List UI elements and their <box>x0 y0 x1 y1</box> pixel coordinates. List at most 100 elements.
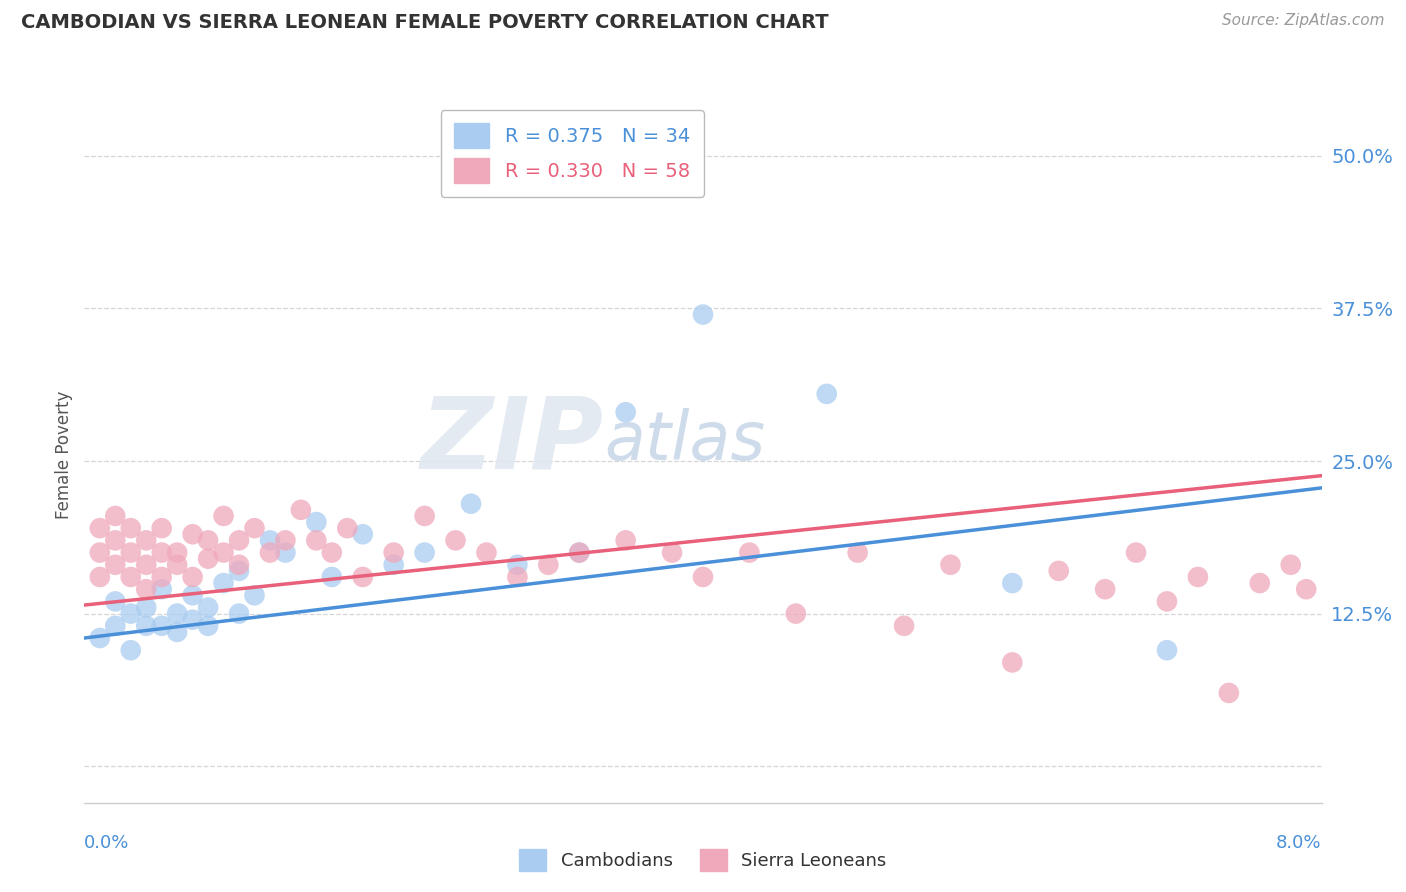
Point <box>614 405 637 419</box>
Point <box>197 533 219 548</box>
Point <box>506 558 529 572</box>
Point <box>259 545 281 559</box>
Point <box>568 545 591 559</box>
Point <box>413 508 436 523</box>
Point <box>259 533 281 548</box>
Point <box>104 533 127 548</box>
Point <box>212 576 235 591</box>
Point <box>197 619 219 633</box>
Point <box>815 387 838 401</box>
Point <box>1125 545 1147 559</box>
Point <box>692 570 714 584</box>
Point <box>89 570 111 584</box>
Point <box>197 600 219 615</box>
Point <box>228 564 250 578</box>
Point <box>150 582 173 597</box>
Point <box>120 643 142 657</box>
Point <box>135 558 157 572</box>
Point <box>1218 686 1240 700</box>
Point <box>692 308 714 322</box>
Point <box>104 619 127 633</box>
Point <box>135 582 157 597</box>
Point <box>738 545 761 559</box>
Point <box>228 533 250 548</box>
Point <box>413 545 436 559</box>
Point <box>135 600 157 615</box>
Point <box>305 533 328 548</box>
Point <box>120 570 142 584</box>
Point <box>1094 582 1116 597</box>
Point <box>212 545 235 559</box>
Point <box>243 521 266 535</box>
Point <box>336 521 359 535</box>
Point <box>382 545 405 559</box>
Point <box>1187 570 1209 584</box>
Point <box>120 607 142 621</box>
Point <box>1156 643 1178 657</box>
Point <box>352 527 374 541</box>
Point <box>150 545 173 559</box>
Point <box>135 533 157 548</box>
Point <box>135 619 157 633</box>
Point <box>1295 582 1317 597</box>
Point <box>197 551 219 566</box>
Point <box>228 607 250 621</box>
Point <box>89 545 111 559</box>
Point <box>1001 576 1024 591</box>
Point <box>120 545 142 559</box>
Text: Source: ZipAtlas.com: Source: ZipAtlas.com <box>1222 13 1385 29</box>
Point <box>104 508 127 523</box>
Point <box>661 545 683 559</box>
Point <box>537 558 560 572</box>
Point <box>120 521 142 535</box>
Point <box>228 558 250 572</box>
Point <box>305 515 328 529</box>
Point <box>181 527 204 541</box>
Point <box>460 497 482 511</box>
Point <box>89 521 111 535</box>
Point <box>444 533 467 548</box>
Point <box>166 558 188 572</box>
Text: ZIP: ZIP <box>420 392 605 490</box>
Point <box>274 545 297 559</box>
Point <box>212 508 235 523</box>
Point <box>274 533 297 548</box>
Point <box>506 570 529 584</box>
Point <box>352 570 374 584</box>
Text: atlas: atlas <box>605 408 765 474</box>
Point <box>166 607 188 621</box>
Point <box>181 613 204 627</box>
Point <box>104 558 127 572</box>
Point <box>181 588 204 602</box>
Point <box>150 570 173 584</box>
Point <box>382 558 405 572</box>
Y-axis label: Female Poverty: Female Poverty <box>55 391 73 519</box>
Point <box>846 545 869 559</box>
Point <box>785 607 807 621</box>
Point <box>150 521 173 535</box>
Point <box>89 631 111 645</box>
Point <box>321 570 343 584</box>
Point <box>104 594 127 608</box>
Point <box>1156 594 1178 608</box>
Point <box>150 619 173 633</box>
Point <box>290 503 312 517</box>
Point <box>1001 656 1024 670</box>
Point <box>939 558 962 572</box>
Point <box>166 624 188 639</box>
Point <box>243 588 266 602</box>
Point <box>166 545 188 559</box>
Point <box>1047 564 1070 578</box>
Legend: R = 0.375   N = 34, R = 0.330   N = 58: R = 0.375 N = 34, R = 0.330 N = 58 <box>440 110 703 197</box>
Point <box>321 545 343 559</box>
Point <box>614 533 637 548</box>
Point <box>475 545 498 559</box>
Point <box>568 545 591 559</box>
Point <box>181 570 204 584</box>
Text: 0.0%: 0.0% <box>84 834 129 852</box>
Text: CAMBODIAN VS SIERRA LEONEAN FEMALE POVERTY CORRELATION CHART: CAMBODIAN VS SIERRA LEONEAN FEMALE POVER… <box>21 13 828 32</box>
Point <box>893 619 915 633</box>
Text: 8.0%: 8.0% <box>1277 834 1322 852</box>
Point <box>1279 558 1302 572</box>
Point <box>1249 576 1271 591</box>
